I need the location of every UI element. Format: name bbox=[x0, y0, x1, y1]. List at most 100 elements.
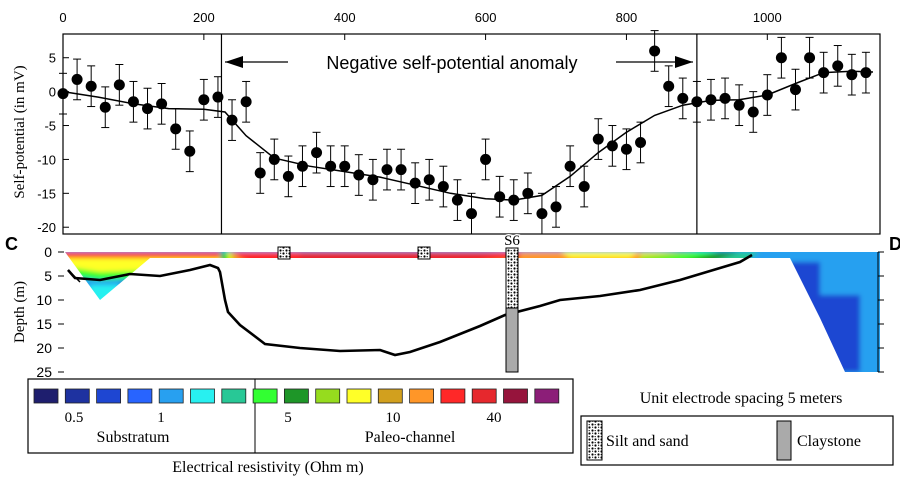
sp-data-point bbox=[85, 65, 97, 108]
legend-color-swatch bbox=[221, 388, 247, 404]
legend-title: Electrical resistivity (Ohm m) bbox=[172, 459, 364, 476]
sp-data-point bbox=[480, 138, 492, 181]
borehole-s6: S6 bbox=[503, 232, 522, 373]
depth-tick-label: 25 bbox=[36, 364, 52, 380]
legend-color-swatch bbox=[503, 388, 528, 404]
sp-x-tick-label: 200 bbox=[193, 10, 215, 25]
legend-color-swatch bbox=[158, 388, 184, 404]
depth-tick-label: 20 bbox=[36, 340, 52, 356]
sp-data-point bbox=[494, 175, 506, 218]
legend-color-swatch bbox=[252, 388, 278, 404]
sp-data-point bbox=[522, 172, 534, 215]
surface-marker-1 bbox=[277, 246, 291, 260]
sp-data-point bbox=[353, 154, 365, 196]
legend-group-substratum: Substratum bbox=[97, 429, 170, 446]
sp-data-point bbox=[804, 36, 816, 79]
sp-data-points bbox=[57, 30, 872, 235]
sp-data-point bbox=[367, 158, 379, 201]
anomaly-annotation: Negative self-potential anomaly bbox=[225, 53, 693, 73]
sp-data-point bbox=[733, 84, 745, 127]
lithology-frame bbox=[580, 415, 894, 466]
sp-data-point bbox=[226, 99, 238, 141]
sp-x-axis: 0 200 400 600 800 1000 bbox=[59, 10, 782, 40]
sp-y-tick-label: -10 bbox=[37, 152, 56, 167]
sp-data-point bbox=[705, 78, 717, 121]
sp-y-tick-label: -5 bbox=[44, 119, 56, 134]
sp-data-point bbox=[395, 148, 407, 191]
depth-tick-label: 0 bbox=[44, 244, 52, 260]
sp-data-point bbox=[536, 192, 548, 235]
sp-data-point bbox=[663, 65, 675, 108]
sp-data-point bbox=[451, 179, 463, 221]
buried-channel-label: Buried channel bbox=[281, 286, 404, 305]
sp-data-point bbox=[832, 45, 844, 87]
sp-data-point bbox=[212, 76, 224, 118]
sp-data-point bbox=[649, 30, 661, 72]
sp-data-point bbox=[127, 80, 139, 123]
legend-swatches bbox=[33, 388, 560, 404]
sp-data-point bbox=[113, 64, 125, 106]
sp-data-point bbox=[789, 68, 801, 111]
legend-frame bbox=[27, 378, 574, 454]
sp-data-point bbox=[691, 80, 703, 123]
resistivity-legend: 0.5 1 5 10 40 Substratum Paleo-channel E… bbox=[27, 378, 574, 476]
sp-data-point bbox=[508, 179, 520, 221]
sp-data-point bbox=[296, 145, 308, 188]
legend-color-swatch bbox=[315, 388, 341, 404]
sp-data-point bbox=[268, 138, 280, 181]
legend-tick-10: 10 bbox=[386, 410, 401, 426]
sp-y-tick-label: -20 bbox=[37, 220, 56, 235]
sp-data-point bbox=[860, 51, 872, 94]
depth-axis: 0 5 10 15 20 25 bbox=[36, 244, 64, 380]
depth-axis-label: Depth (m) bbox=[12, 281, 28, 343]
sp-data-point bbox=[719, 77, 731, 120]
legend-tick-0-5: 0.5 bbox=[65, 410, 84, 426]
sp-profile-chart: 0 200 400 600 800 1000 5 0 -5 -10 -15 -20 Negative… bbox=[12, 10, 881, 235]
surface-marker-2 bbox=[417, 246, 431, 260]
sp-data-point bbox=[381, 148, 393, 191]
sp-data-point bbox=[184, 130, 196, 173]
right-axis-ticks bbox=[878, 251, 884, 373]
sp-data-point bbox=[99, 86, 111, 129]
legend-color-swatch bbox=[127, 388, 153, 404]
sp-y-axis: 5 0 -5 -10 -15 -20 bbox=[37, 51, 69, 235]
sp-data-point bbox=[564, 145, 576, 188]
sp-y-tick-label: 0 bbox=[49, 85, 56, 100]
legend-color-swatch bbox=[96, 388, 121, 404]
legend-color-swatch bbox=[33, 388, 59, 404]
legend-color-swatch bbox=[409, 388, 435, 404]
sp-x-tick-label: 600 bbox=[475, 10, 497, 25]
lithology-legend: Unit electrode spacing 5 meters Silt and… bbox=[580, 390, 894, 466]
sp-data-point bbox=[578, 165, 590, 208]
sp-data-point bbox=[620, 128, 632, 171]
depth-tick-label: 15 bbox=[36, 316, 52, 332]
sp-data-point bbox=[254, 152, 266, 194]
sp-data-point bbox=[325, 145, 337, 188]
sp-data-point bbox=[437, 165, 449, 208]
panel-label-d: D bbox=[889, 234, 900, 254]
anomaly-label: Negative self-potential anomaly bbox=[326, 53, 577, 73]
sp-data-point bbox=[423, 158, 435, 201]
legend-color-swatch bbox=[377, 388, 403, 404]
sp-y-tick-label: -15 bbox=[37, 186, 56, 201]
legend-color-swatch bbox=[283, 388, 309, 404]
sp-x-tick-label: 400 bbox=[334, 10, 356, 25]
resistivity-section: C D bbox=[5, 232, 900, 381]
silt-sand-swatch bbox=[586, 420, 603, 461]
legend-group-paleo-channel: Paleo-channel bbox=[365, 429, 456, 446]
sp-data-point bbox=[311, 131, 323, 174]
legend-color-swatch bbox=[471, 388, 497, 404]
sp-data-point bbox=[761, 74, 773, 116]
sp-data-point bbox=[339, 145, 351, 188]
sp-data-point bbox=[170, 108, 182, 150]
depth-tick-label: 5 bbox=[44, 268, 52, 284]
legend-color-swatch bbox=[534, 388, 560, 404]
legend-tick-1: 1 bbox=[157, 410, 165, 426]
substratum-label: Substratum bbox=[669, 316, 763, 335]
sp-data-point bbox=[409, 162, 421, 204]
sp-x-tick-label: 800 bbox=[616, 10, 638, 25]
panel-label-c: C bbox=[5, 234, 18, 254]
electrode-spacing-note: Unit electrode spacing 5 meters bbox=[640, 390, 843, 407]
sp-y-axis-label: Self-potential (in mV) bbox=[12, 65, 28, 198]
sp-data-point bbox=[846, 53, 858, 96]
